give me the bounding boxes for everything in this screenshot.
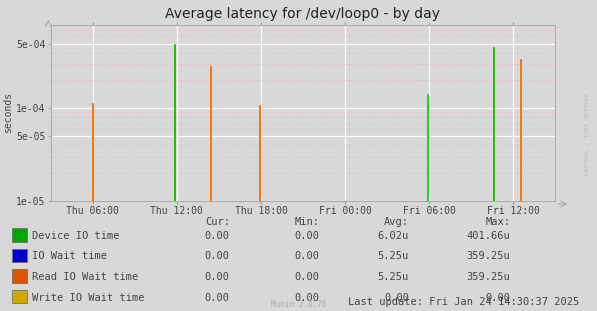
Text: Min:: Min: xyxy=(294,216,319,227)
Text: 5.25u: 5.25u xyxy=(378,272,409,282)
Bar xyxy=(12,269,27,283)
Text: Munin 2.0.76: Munin 2.0.76 xyxy=(271,300,326,309)
Text: Max:: Max: xyxy=(485,216,510,227)
Y-axis label: seconds: seconds xyxy=(3,92,13,133)
Bar xyxy=(12,290,27,303)
Text: 0.00: 0.00 xyxy=(294,252,319,262)
Text: 0.00: 0.00 xyxy=(294,231,319,241)
Text: 401.66u: 401.66u xyxy=(467,231,510,241)
Text: 6.02u: 6.02u xyxy=(378,231,409,241)
Text: 0.00: 0.00 xyxy=(485,293,510,303)
Text: Cur:: Cur: xyxy=(205,216,230,227)
Text: 0.00: 0.00 xyxy=(384,293,409,303)
Text: 359.25u: 359.25u xyxy=(467,252,510,262)
Bar xyxy=(12,249,27,262)
Text: Avg:: Avg: xyxy=(384,216,409,227)
Text: Last update: Fri Jan 24 14:30:37 2025: Last update: Fri Jan 24 14:30:37 2025 xyxy=(348,297,579,307)
Text: IO Wait time: IO Wait time xyxy=(32,252,107,262)
Text: 359.25u: 359.25u xyxy=(467,272,510,282)
Text: 0.00: 0.00 xyxy=(294,272,319,282)
Text: 0.00: 0.00 xyxy=(205,293,230,303)
Bar xyxy=(12,228,27,242)
Text: RRDTOOL / TOBI OETIKER: RRDTOOL / TOBI OETIKER xyxy=(584,92,589,175)
Text: 0.00: 0.00 xyxy=(294,293,319,303)
Text: Read IO Wait time: Read IO Wait time xyxy=(32,272,138,282)
Text: 5.25u: 5.25u xyxy=(378,252,409,262)
Text: Write IO Wait time: Write IO Wait time xyxy=(32,293,144,303)
Text: Device IO time: Device IO time xyxy=(32,231,119,241)
Text: 0.00: 0.00 xyxy=(205,231,230,241)
Title: Average latency for /dev/loop0 - by day: Average latency for /dev/loop0 - by day xyxy=(165,7,441,21)
Text: 0.00: 0.00 xyxy=(205,252,230,262)
Text: 0.00: 0.00 xyxy=(205,272,230,282)
